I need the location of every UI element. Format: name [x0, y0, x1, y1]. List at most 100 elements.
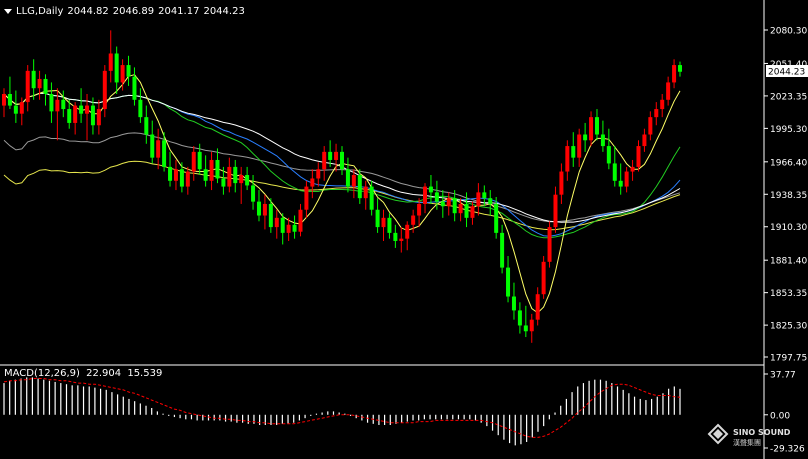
- candle-body: [606, 146, 611, 164]
- candle-body: [482, 192, 487, 199]
- candle-body: [221, 178, 226, 187]
- candle-body: [636, 146, 641, 167]
- candle-body: [85, 105, 90, 114]
- candle-body: [405, 224, 410, 239]
- macd-tick-label: -29.326: [770, 445, 805, 455]
- symbol-label: LLG,Daily: [16, 5, 64, 17]
- chart-frame: [0, 0, 765, 459]
- candle-body: [19, 102, 24, 114]
- candle-body: [511, 296, 516, 311]
- dropdown-triangle-icon[interactable]: [4, 8, 12, 14]
- price-tick-label: 1910.30: [770, 223, 807, 233]
- candle-body: [162, 140, 167, 167]
- candle-body: [594, 117, 599, 135]
- price-axis: 2080.30 2051.40 2023.35 1995.30 1966.40 1938.…: [764, 27, 807, 364]
- macd-signal-value: 15.539: [127, 368, 163, 379]
- candle-body: [428, 186, 433, 193]
- candle-body: [298, 209, 303, 232]
- candle-body: [470, 206, 475, 218]
- candle-body: [375, 209, 380, 228]
- candle-body: [351, 175, 356, 187]
- candle-body: [126, 65, 131, 77]
- candle-body: [612, 163, 617, 181]
- candle-body: [245, 175, 250, 186]
- candle-body: [138, 99, 143, 118]
- candle-body: [132, 76, 137, 100]
- macd-header: MACD(12,26,9) 22.904 15.539: [4, 368, 165, 379]
- candle-body: [108, 53, 113, 71]
- candle-body: [577, 134, 582, 158]
- price-tick-label: 1853.35: [770, 289, 807, 299]
- candle-body: [565, 146, 570, 172]
- logo-name: SINO SOUND: [733, 428, 791, 437]
- candle-body: [600, 134, 605, 147]
- candle-body: [363, 186, 368, 199]
- candle-body: [440, 201, 445, 207]
- price-tick-label: 1797.75: [770, 354, 807, 364]
- ma-fast-line: [3, 74, 681, 314]
- candle-body: [31, 70, 36, 89]
- candle-body: [624, 171, 629, 187]
- candle-body: [79, 105, 84, 114]
- candle-body: [630, 166, 635, 172]
- candle-body: [589, 117, 594, 141]
- candle-body: [203, 169, 208, 181]
- candle-body: [387, 217, 392, 233]
- candle-body: [304, 186, 309, 210]
- candle-body: [292, 224, 297, 232]
- candle-body: [529, 319, 534, 332]
- candle-body: [506, 267, 511, 297]
- candle-body: [381, 217, 386, 228]
- candle-body: [7, 93, 12, 106]
- candle-body: [268, 203, 273, 228]
- moving-averages: [3, 74, 681, 314]
- logo-subtitle: 漢聲集團: [733, 438, 761, 447]
- open-value: 2044.82: [67, 5, 109, 17]
- candle-body: [423, 186, 428, 204]
- candle-body: [618, 180, 623, 187]
- candle-body: [120, 65, 125, 83]
- low-value: 2041.17: [158, 5, 200, 17]
- candle-body: [553, 194, 558, 228]
- candle-body: [2, 93, 6, 106]
- candle-body: [96, 109, 101, 126]
- macd-tick-label: 37.77: [770, 371, 796, 381]
- candle-body: [559, 171, 564, 195]
- candle-body: [399, 238, 404, 241]
- candle-body: [322, 151, 327, 170]
- candle-body: [648, 117, 653, 135]
- candle-body: [446, 198, 451, 207]
- candle-body: [90, 105, 95, 126]
- candle-body: [43, 78, 48, 94]
- candle-body: [67, 109, 72, 123]
- candle-body: [168, 166, 173, 181]
- candle-body: [185, 171, 190, 187]
- candle-body: [642, 134, 647, 147]
- candle-body: [541, 261, 546, 295]
- candle-body: [274, 217, 279, 228]
- candle-body: [666, 82, 671, 100]
- ma-long-yellow-line: [3, 160, 681, 231]
- sino-sound-logo: SINO SOUND 漢聲集團: [707, 423, 807, 459]
- macd-pane: [3, 377, 681, 446]
- logo-emblem-icon: [707, 423, 729, 445]
- candle-body: [654, 109, 659, 118]
- candle-body: [500, 232, 505, 268]
- candle-body: [523, 325, 528, 332]
- candle-body: [369, 186, 374, 210]
- candle-body: [25, 70, 30, 103]
- candle-body: [173, 169, 178, 181]
- candle-body: [197, 151, 202, 170]
- candle-body: [494, 203, 499, 233]
- candle-body: [535, 294, 540, 320]
- candle-body: [150, 134, 155, 158]
- candle-body: [156, 140, 161, 158]
- candle-body: [251, 185, 256, 202]
- current-price-label: 2044.23: [768, 68, 805, 78]
- candle-body: [209, 159, 214, 181]
- candle-body: [334, 151, 339, 160]
- candle-body: [49, 93, 54, 112]
- price-tick-label: 2051.40: [770, 60, 807, 70]
- candle-body: [488, 198, 493, 204]
